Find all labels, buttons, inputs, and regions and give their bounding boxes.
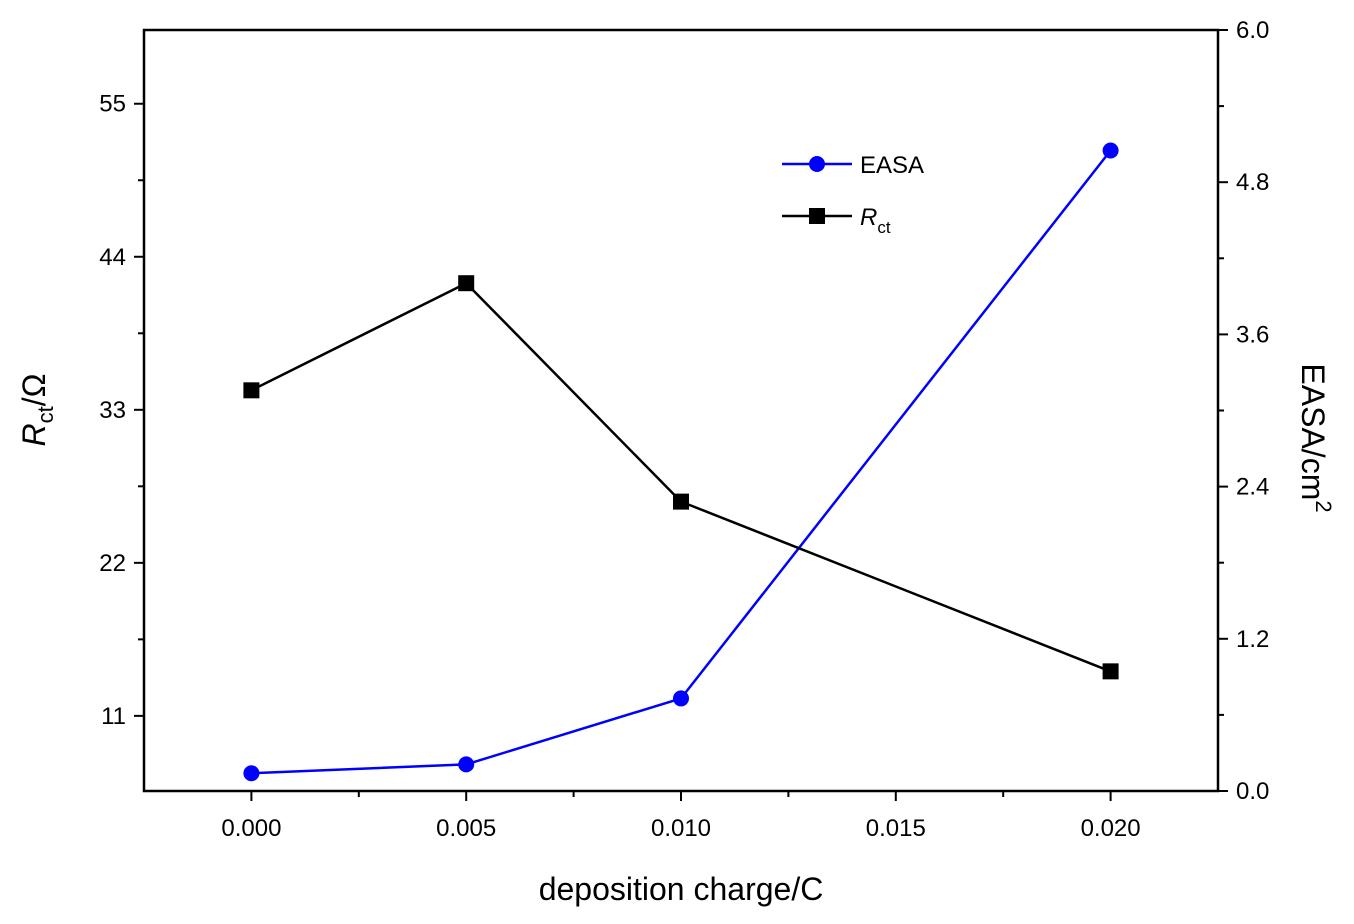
right-tick-label: 6.0 [1236,17,1269,44]
legend-rct-label-main: R [860,204,877,231]
left-axis-title-unit: /Ω [16,373,52,406]
right-tick-label: 1.2 [1236,626,1269,653]
legend-easa-marker [809,156,825,172]
x-tick-label: 0.000 [221,815,281,842]
series-easa-point [243,765,260,782]
left-tick-label: 11 [101,703,126,730]
left-tick-label: 33 [99,397,126,424]
series-r-point [243,382,260,399]
x-axis-title: deposition charge/C [539,871,824,907]
right-tick-label: 3.6 [1236,321,1269,348]
x-tick-label: 0.005 [436,815,496,842]
ticks-layer: 0.000 0.005 0.010 0.015 0.020 11 22 33 44 55 0.0 1.… [99,17,1269,842]
left-axis-title-sub: ct [33,406,58,423]
legend: EASA Rct [782,152,924,237]
x-tick-label: 0.020 [1081,815,1141,842]
x-tick-label: 0.015 [866,815,926,842]
series-r-point [458,275,475,292]
legend-rct-label: Rct [860,204,891,237]
left-axis-title: Rct/Ω [16,373,58,446]
right-tick-label: 4.8 [1236,169,1269,196]
series-easa-point [673,690,689,707]
left-tick-label: 22 [99,550,126,577]
series-easa-point [458,756,475,773]
series-r-line [250,281,1112,673]
legend-rct-label-sub: ct [877,218,891,237]
legend-easa-label: EASA [860,152,924,179]
right-axis-title: EASA/cm2 [1295,363,1336,512]
right-tick-label: 0.0 [1236,778,1269,805]
plot-frame [142,28,1220,793]
right-tick-label: 2.4 [1236,474,1269,501]
legend-rct-marker [809,208,825,224]
x-tick-label: 0.010 [651,815,711,842]
left-tick-label: 44 [99,244,126,271]
series-r-point [673,493,689,510]
right-axis-title-sup: 2 [1311,500,1336,512]
left-tick-label: 55 [99,91,126,118]
series-r-point [1102,663,1119,680]
series-easa-line [251,149,1112,775]
left-axis-title-main: R [16,423,52,446]
right-axis-title-main: EASA/cm [1295,363,1331,500]
series-layer [243,142,1119,782]
series-easa-point [1102,142,1119,159]
